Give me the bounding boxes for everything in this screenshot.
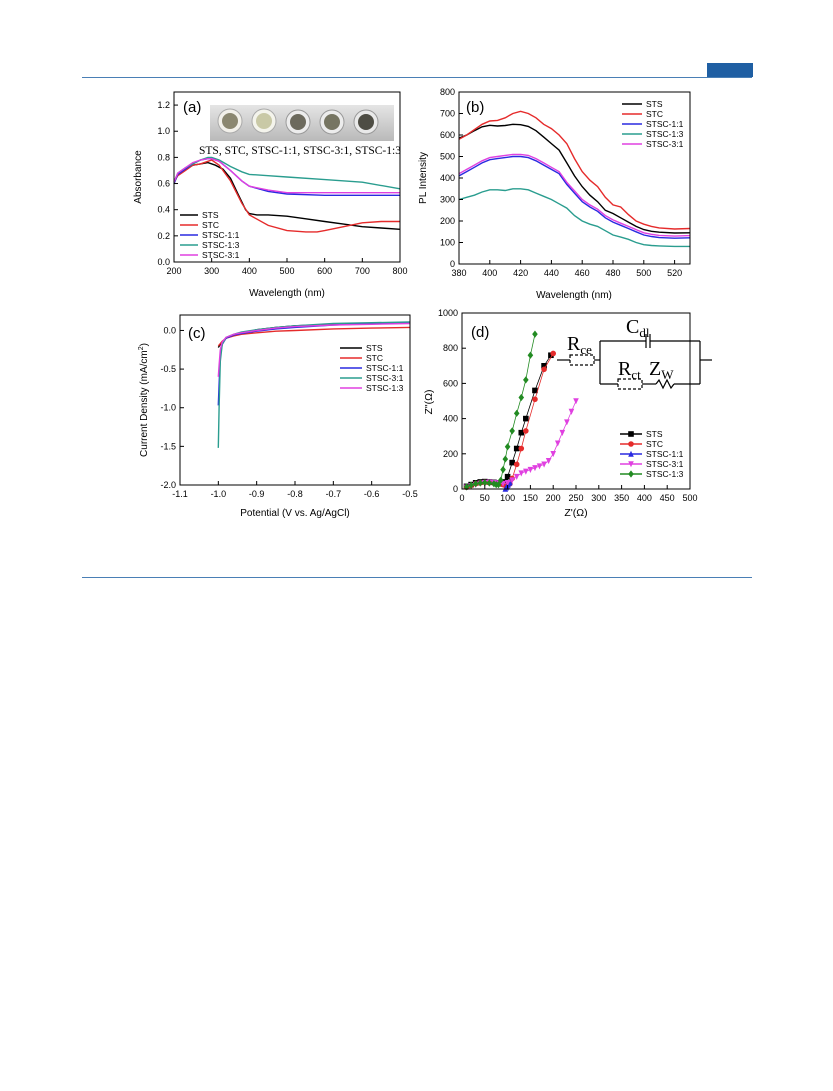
panel-label: (a) — [183, 99, 201, 116]
y-tick-label: 1.2 — [157, 100, 170, 110]
x-tick-label: 400 — [242, 266, 257, 276]
top-rule — [82, 77, 752, 78]
x-axis-label: Wavelength (nm) — [249, 288, 325, 299]
x-tick-label: 600 — [317, 266, 332, 276]
y-tick-label: 1.0 — [157, 126, 170, 136]
bottom-rule — [82, 577, 752, 578]
series-stsc-3-1 — [173, 157, 400, 194]
series-stc — [173, 159, 400, 233]
y-tick-label: 0.4 — [157, 205, 170, 215]
x-tick-label: 500 — [279, 266, 294, 276]
legend-label: STSC-1:3 — [202, 240, 240, 250]
y-tick-label: 0.0 — [157, 257, 170, 267]
page-tab — [707, 63, 753, 77]
legend-label: STSC-3:1 — [202, 250, 240, 260]
legend-label: STS — [202, 210, 219, 220]
legend-label: STC — [202, 220, 219, 230]
y-tick-label: 0.6 — [157, 179, 170, 189]
x-tick-label: 300 — [204, 266, 219, 276]
x-tick-label: 800 — [392, 266, 407, 276]
y-tick-label: 0.8 — [157, 152, 170, 162]
y-axis-label: Absorbance — [133, 150, 144, 204]
x-tick-label: 700 — [355, 266, 370, 276]
y-tick-label: 0.2 — [157, 231, 170, 241]
inset-caption: STS, STC, STSC-1:1, STSC-3:1, STSC-1:3 — [199, 145, 401, 157]
sample-photo — [210, 105, 394, 141]
x-tick-label: 200 — [166, 266, 181, 276]
legend-label: STSC-1:1 — [202, 230, 240, 240]
